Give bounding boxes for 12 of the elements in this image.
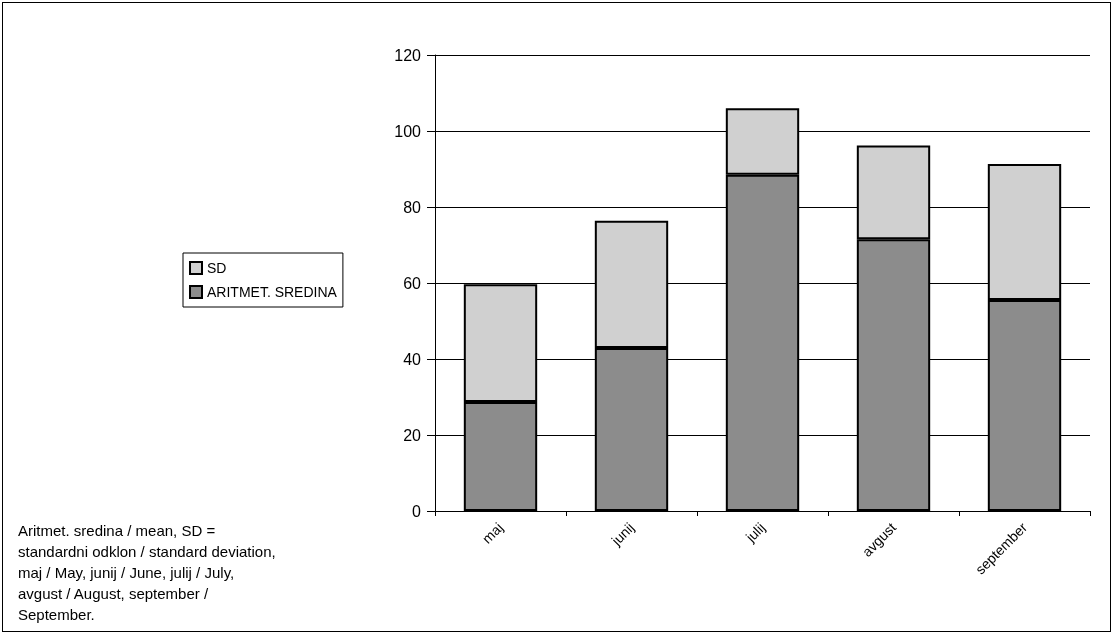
y-tick-label: 80 (403, 198, 422, 216)
text: Aritmet. sredina / mean, SD = standardni odklon / standard deviation,maj / May, junij / June, julij / July, avgust / August, september / September. (18, 522, 276, 623)
y-tick-label: 60 (403, 274, 422, 292)
legend-label: ARITMET. SREDINA (207, 284, 338, 300)
y-tick-label: 100 (394, 122, 422, 140)
y-tick-label: 0 (412, 502, 422, 520)
x-tick-label: maj (478, 519, 507, 547)
x-tick-label: julij (741, 519, 769, 546)
y-tick-label: 20 (403, 426, 422, 444)
y-tick-label: 120 (394, 46, 422, 64)
y-tick-label: 40 (403, 350, 422, 368)
legend-label: SD (207, 260, 227, 276)
